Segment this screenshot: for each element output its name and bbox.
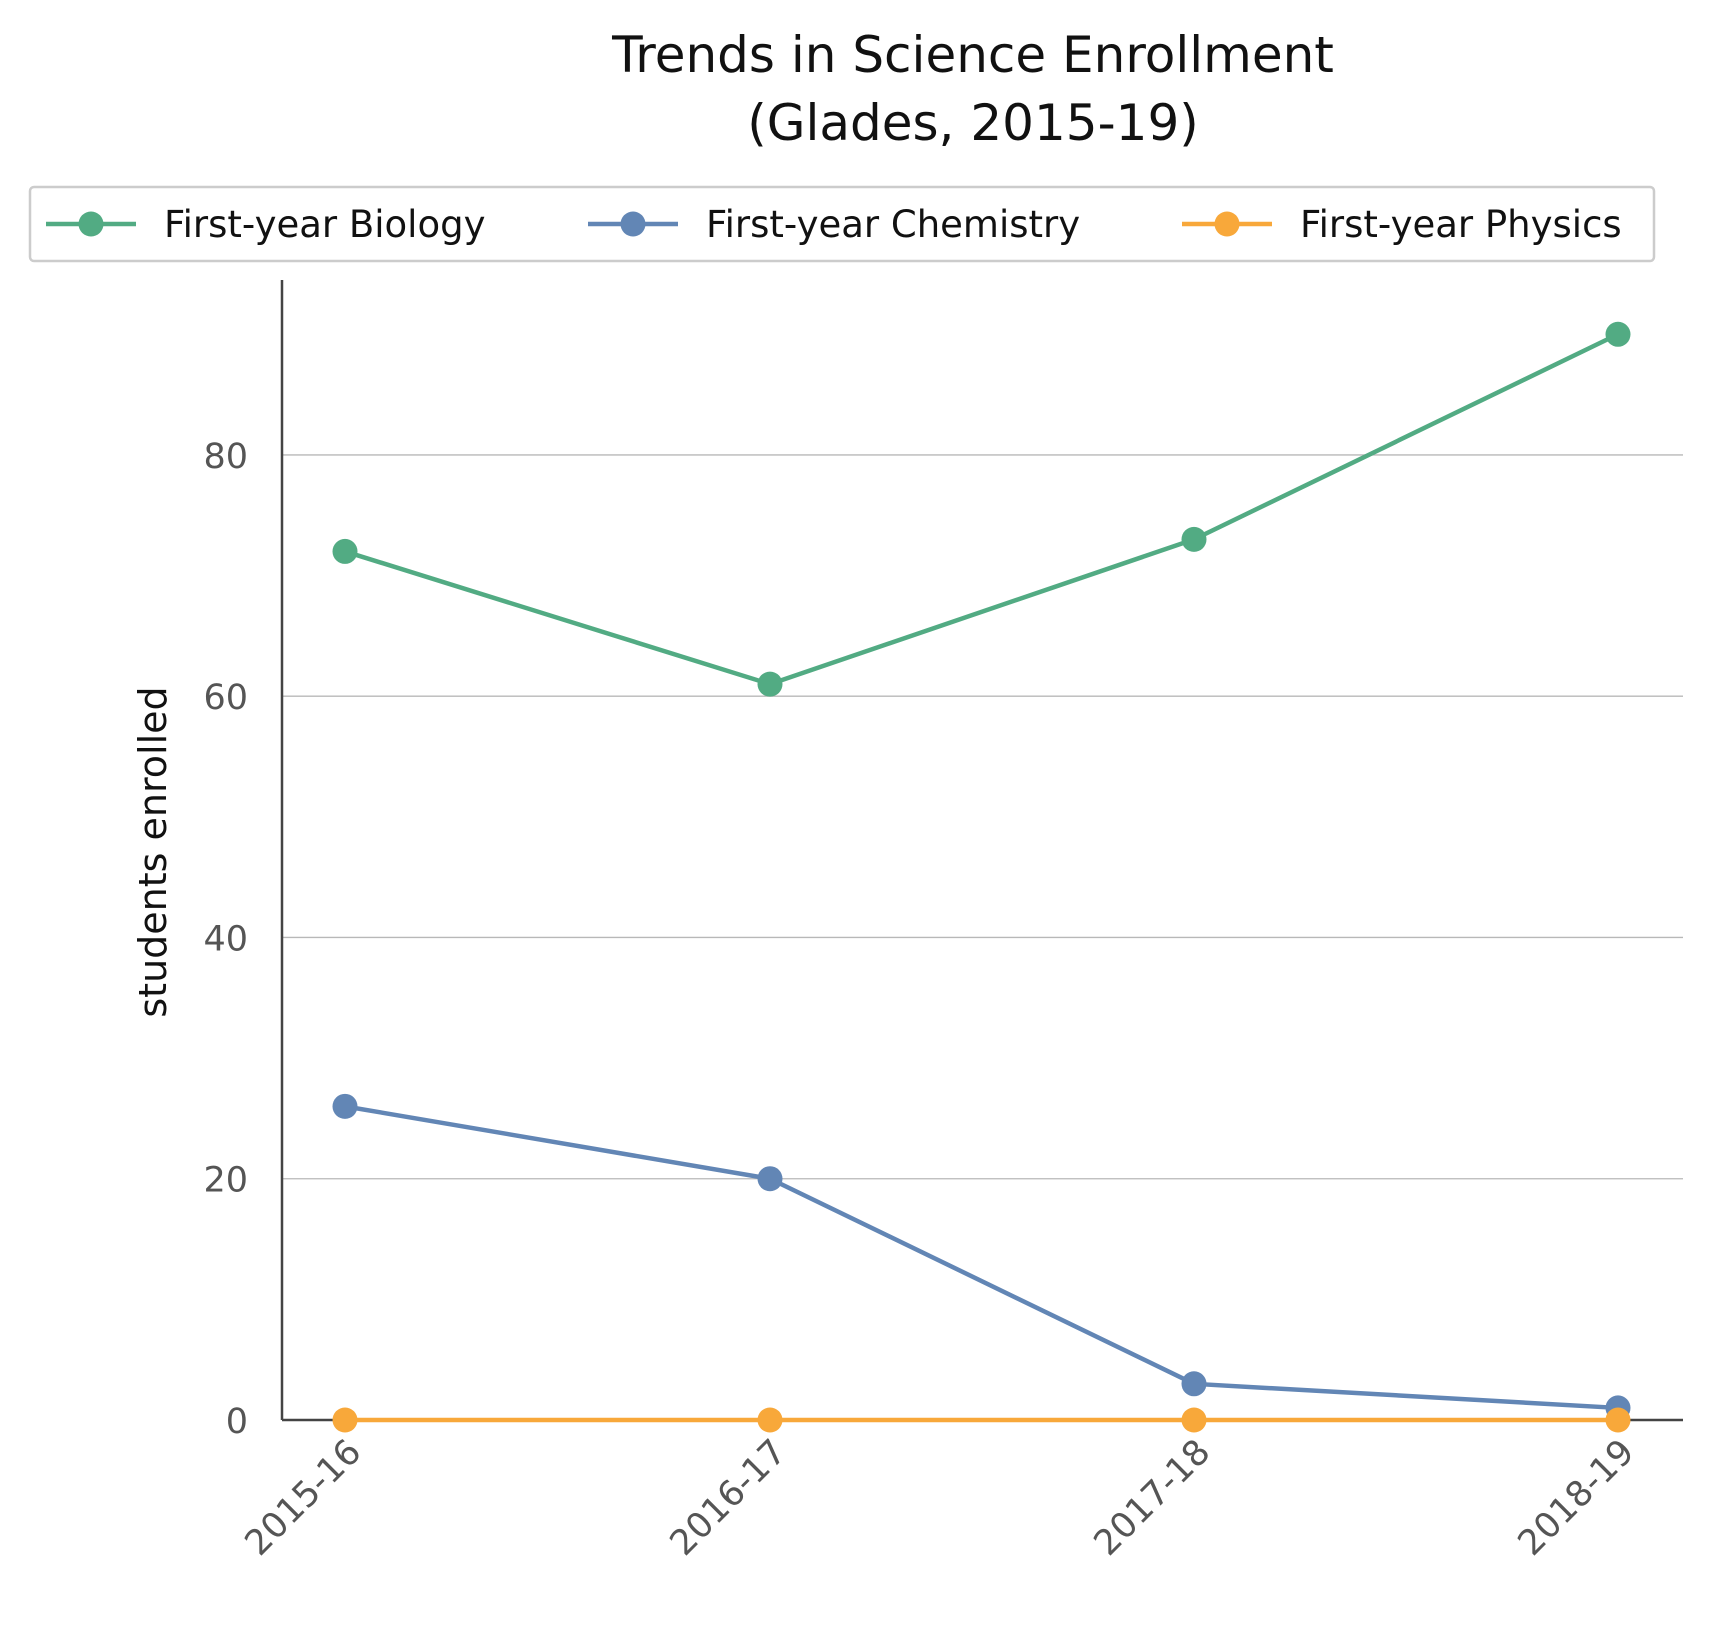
- data-point: [1181, 1407, 1207, 1433]
- series-first-year-biology: [332, 321, 1631, 697]
- data-point: [1605, 1407, 1631, 1433]
- x-tick-label: 2015-16: [238, 1432, 370, 1564]
- legend-dot-marker: [78, 211, 104, 237]
- data-point: [332, 1093, 358, 1119]
- data-point: [757, 1166, 783, 1192]
- y-tick-label: 0: [226, 1402, 248, 1442]
- legend-label: First-year Physics: [1300, 203, 1622, 246]
- data-point: [757, 671, 783, 697]
- y-axis-label: students enrolled: [131, 686, 175, 1017]
- data-point: [332, 538, 358, 564]
- legend-item: First-year Chemistry: [588, 203, 1080, 246]
- data-point: [1181, 526, 1207, 552]
- legend-label: First-year Chemistry: [706, 203, 1080, 246]
- legend-label: First-year Biology: [164, 203, 485, 246]
- axes: [280, 280, 1683, 1422]
- data-point: [1181, 1371, 1207, 1397]
- y-tick-labels: 0 20 40 60 80: [203, 437, 248, 1442]
- legend-frame: [28, 185, 1656, 263]
- legend: First-year Biology First-year Chemistry Fi…: [28, 185, 1656, 263]
- legend-dot-marker: [1214, 211, 1240, 237]
- data-point: [1605, 321, 1631, 347]
- y-tick-label: 60: [203, 678, 248, 718]
- series-line: [344, 1104, 1619, 1411]
- chart-title-line-2: (Glades, 2015-19): [747, 94, 1199, 152]
- series-line: [344, 332, 1619, 687]
- y-tick-label: 80: [203, 437, 248, 477]
- x-tick-label: 2018-19: [1511, 1432, 1643, 1564]
- data-point: [757, 1407, 783, 1433]
- y-tick-label: 40: [203, 919, 248, 959]
- chart-title-line-1: Trends in Science Enrollment: [611, 26, 1334, 84]
- gridlines: [282, 454, 1683, 1180]
- series-lines: [332, 321, 1631, 1433]
- x-tick-label: 2017-18: [1087, 1432, 1219, 1564]
- x-tick-labels: 2015-16 2016-17 2017-18 2018-19: [238, 1432, 1643, 1564]
- data-point: [332, 1407, 358, 1433]
- legend-dot-marker: [620, 211, 646, 237]
- legend-item: First-year Physics: [1182, 203, 1622, 246]
- x-tick-label: 2016-17: [663, 1432, 795, 1564]
- legend-item: First-year Biology: [46, 203, 485, 246]
- series-first-year-chemistry: [332, 1093, 1631, 1421]
- series-first-year-physics: [332, 1407, 1631, 1433]
- y-tick-label: 20: [203, 1161, 248, 1201]
